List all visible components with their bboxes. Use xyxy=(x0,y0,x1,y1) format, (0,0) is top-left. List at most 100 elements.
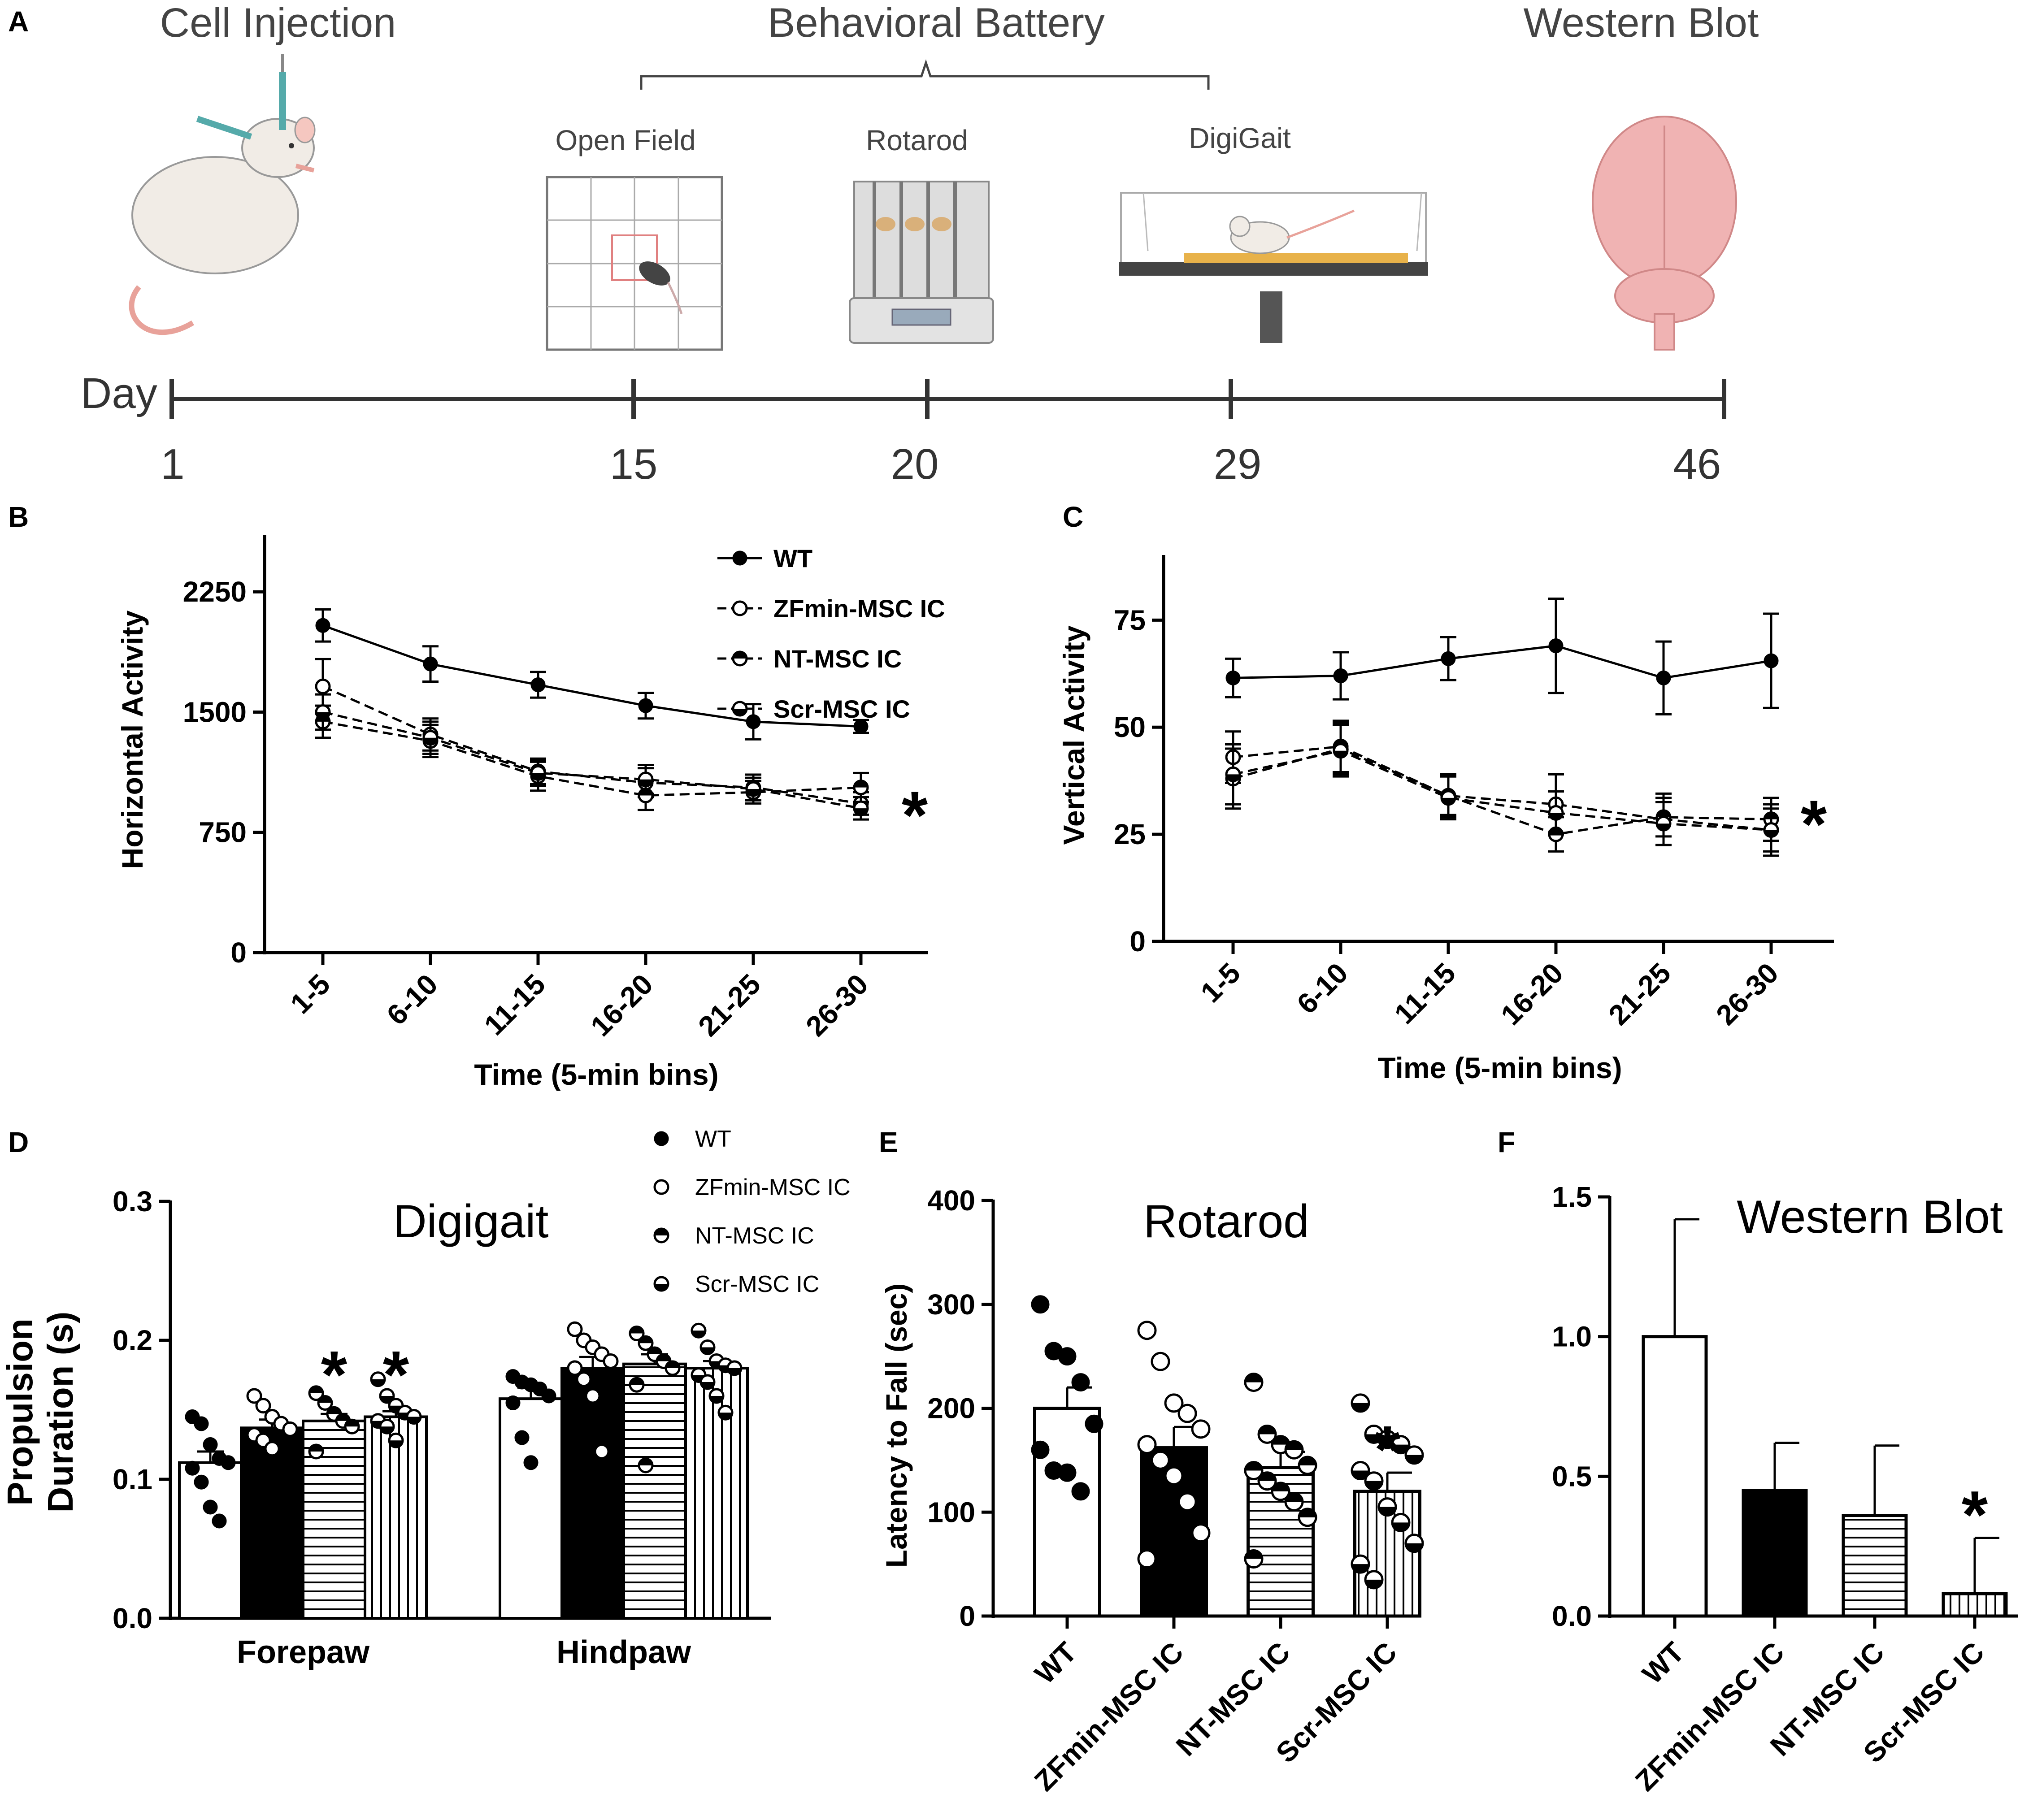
data-point-dot xyxy=(505,1395,521,1410)
series-scr-msc-ic xyxy=(315,693,869,821)
data-point-dot xyxy=(1151,1352,1170,1371)
data-point-dot xyxy=(1191,1419,1211,1439)
legend-item-wt: WT xyxy=(654,1126,731,1152)
data-point-fill xyxy=(701,1347,714,1354)
significance-star: * xyxy=(1801,786,1827,862)
legend-swatch-marker-dot xyxy=(732,600,748,616)
series-line xyxy=(322,720,861,797)
legend-swatch-marker xyxy=(654,1131,669,1146)
bar xyxy=(1942,1592,2008,1618)
data-point xyxy=(246,1388,262,1404)
data-point xyxy=(638,771,654,788)
legend-swatch-marker-fill xyxy=(733,709,747,715)
data-point-dot xyxy=(576,1371,592,1387)
x-tick-label: 1-5 xyxy=(284,968,336,1020)
data-point-dot xyxy=(1164,1466,1184,1486)
data-point xyxy=(317,1395,333,1411)
data-point-fill xyxy=(1299,1508,1316,1517)
y-tick-label: 0.1 xyxy=(113,1463,152,1495)
series-wt xyxy=(178,1369,563,1620)
y-tick-label: 75 xyxy=(1114,604,1146,636)
y-tick-label: 0.0 xyxy=(1552,1600,1592,1632)
data-point-fill xyxy=(1657,823,1670,831)
timeline: Day 1 15 20 29 46 xyxy=(81,369,1726,488)
x-tick-label: 16-20 xyxy=(1494,957,1569,1031)
bar-scr-msc-ic xyxy=(1942,1536,2008,1618)
data-point xyxy=(853,800,869,816)
data-point xyxy=(1244,1461,1264,1481)
data-point xyxy=(1137,1435,1157,1455)
data-point-fill xyxy=(316,712,330,719)
bar-zfmin-msc-ic xyxy=(1137,1321,1211,1618)
data-point xyxy=(853,780,869,796)
data-point xyxy=(594,1443,610,1460)
y-tick-label: 400 xyxy=(927,1184,975,1217)
data-point-fill xyxy=(1286,1441,1303,1450)
data-point xyxy=(746,714,761,729)
data-point-fill xyxy=(1352,1470,1369,1479)
data-point xyxy=(406,1409,422,1425)
data-point xyxy=(1071,1373,1090,1392)
data-point-fill xyxy=(1392,1522,1409,1531)
data-point-dot xyxy=(1177,1404,1197,1423)
bar xyxy=(1033,1407,1101,1618)
data-point-fill xyxy=(719,1413,732,1420)
data-point xyxy=(344,1418,360,1434)
data-point-fill xyxy=(639,1459,652,1465)
data-point xyxy=(1548,805,1564,821)
data-point xyxy=(745,781,761,797)
data-point-fill xyxy=(345,1420,359,1427)
data-point xyxy=(1244,1373,1264,1392)
data-point xyxy=(1377,1497,1397,1517)
legend-swatch-marker xyxy=(732,550,747,566)
open-field-illustration xyxy=(546,176,723,351)
y-axis-title: Horizontal Activity xyxy=(116,610,149,869)
series-scr-msc-ic xyxy=(364,1322,749,1620)
legend-label: NT-MSC IC xyxy=(695,1223,814,1249)
bar-nt-msc-ic xyxy=(1842,1444,1908,1618)
data-point xyxy=(530,765,546,781)
data-point-fill xyxy=(1764,830,1778,837)
series-line xyxy=(1233,750,1772,832)
data-point-fill xyxy=(1352,1403,1369,1412)
data-point-fill xyxy=(1352,1564,1369,1573)
data-point xyxy=(1763,822,1779,838)
data-point xyxy=(1164,1393,1184,1413)
battery-brace xyxy=(640,59,1210,90)
data-point xyxy=(308,1385,324,1401)
x-tick-label: 26-30 xyxy=(799,968,874,1043)
bar xyxy=(364,1415,428,1620)
data-point-dot xyxy=(1071,1373,1090,1392)
data-point xyxy=(567,1321,583,1337)
bar-nt-msc-ic xyxy=(1244,1373,1317,1618)
data-point-dot xyxy=(315,678,331,694)
legend-label: WT xyxy=(695,1126,731,1152)
data-point-dot xyxy=(567,1321,583,1337)
data-point xyxy=(1391,1435,1411,1455)
data-point-fill xyxy=(336,1414,350,1421)
series-line xyxy=(1233,645,1772,679)
data-point-dot xyxy=(1031,1440,1050,1459)
x-tick-label: 11-15 xyxy=(478,968,552,1041)
data-point-dot xyxy=(185,1460,200,1476)
data-point-fill xyxy=(1379,1507,1396,1516)
data-point xyxy=(1404,1445,1424,1465)
data-point-fill xyxy=(1272,1482,1289,1491)
x-axis-title: Time (5-min bins) xyxy=(474,1058,718,1091)
y-tick-label: 0.5 xyxy=(1552,1460,1592,1492)
data-point xyxy=(221,1455,236,1470)
data-point-fill xyxy=(1406,1455,1423,1464)
legend-label: ZFmin-MSC IC xyxy=(695,1174,851,1200)
data-point xyxy=(1151,1352,1170,1371)
chart-title: Western Blot xyxy=(1737,1191,2003,1243)
bar-zfmin-msc-ic xyxy=(1742,1442,1808,1618)
legend-swatch-marker-dot xyxy=(653,1179,669,1195)
day-29: 29 xyxy=(1214,440,1262,488)
data-point-fill xyxy=(657,1354,670,1361)
x-tick-label: 21-25 xyxy=(1602,957,1677,1031)
data-point-fill xyxy=(639,779,652,786)
data-point xyxy=(699,1339,716,1355)
significance-star: * xyxy=(321,1337,348,1412)
data-point-fill xyxy=(1245,1550,1262,1559)
data-point-dot xyxy=(1137,1549,1157,1569)
